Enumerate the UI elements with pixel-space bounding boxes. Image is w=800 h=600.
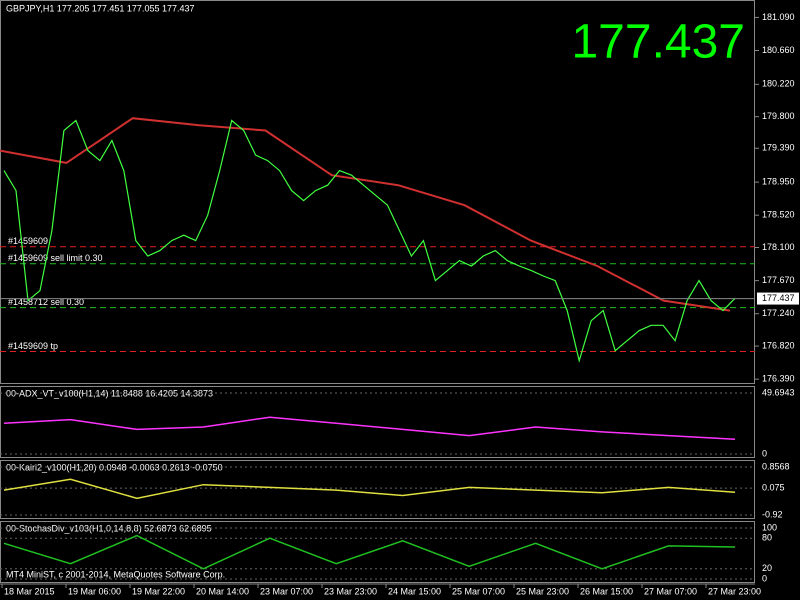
current-price-label: 177.437 bbox=[762, 293, 795, 303]
price-label: 179.390 bbox=[762, 143, 795, 153]
indicator-line bbox=[3, 534, 736, 570]
price-label: 180.220 bbox=[762, 79, 795, 89]
pane-tick-label: 0.8568 bbox=[762, 461, 790, 471]
price-label: 180.660 bbox=[762, 45, 795, 55]
pane-tick-label: -0.92 bbox=[762, 509, 783, 519]
pane-tick-label: 20 bbox=[762, 563, 772, 573]
pane-tick-label: 80 bbox=[762, 533, 772, 543]
pane-frame bbox=[0, 521, 755, 583]
order-label: #1459609 tp bbox=[8, 341, 58, 351]
header: GBPJPY,H1 177.205 177.451 177.055 177.43… bbox=[6, 3, 195, 13]
x-label: 27 Mar 23:00 bbox=[708, 586, 761, 596]
footer: MT4 MiniST, c 2001-2014, MetaQuotes Soft… bbox=[6, 569, 225, 579]
x-label: 18 Mar 2015 bbox=[4, 586, 55, 596]
x-label: 26 Mar 15:00 bbox=[580, 586, 633, 596]
price-label: 177.670 bbox=[762, 275, 795, 285]
order-label: #1458712 sell 0.30 bbox=[8, 297, 84, 307]
price-label: 178.520 bbox=[762, 210, 795, 220]
price-label: 181.090 bbox=[762, 12, 795, 22]
order-label: #1459609 bbox=[8, 236, 48, 246]
pane-label: 00-StochasDiv_v103(H1,0,14,8,8) 52.6873 … bbox=[6, 523, 212, 533]
current-price-box bbox=[757, 292, 799, 305]
x-label: 23 Mar 23:00 bbox=[324, 586, 377, 596]
price-line bbox=[3, 119, 736, 364]
pane-label: 00-ADX_VT_v100(H1,14) 11.8488 16.4205 14… bbox=[6, 388, 213, 398]
pane-tick-label: 0.075 bbox=[762, 482, 785, 492]
price-label: 177.240 bbox=[762, 308, 795, 318]
order-label: #1459609 sell limit 0.30 bbox=[8, 253, 103, 263]
x-label: 27 Mar 07:00 bbox=[644, 586, 697, 596]
x-label: 23 Mar 07:00 bbox=[260, 586, 313, 596]
price-label: 178.950 bbox=[762, 176, 795, 186]
pane-tick-label: 0 bbox=[762, 448, 767, 458]
indicator-line bbox=[3, 416, 736, 441]
x-label: 24 Mar 15:00 bbox=[388, 586, 441, 596]
pane-tick-label: 0 bbox=[762, 573, 767, 583]
pane-tick-label: 100 bbox=[762, 522, 777, 532]
moving-average bbox=[0, 117, 731, 312]
price-label: 176.390 bbox=[762, 374, 795, 384]
x-label: 19 Mar 22:00 bbox=[132, 586, 185, 596]
price-label: 179.800 bbox=[762, 111, 795, 121]
x-label: 25 Mar 23:00 bbox=[516, 586, 569, 596]
big-price: 177.437 bbox=[571, 16, 745, 69]
pane-tick-label: 49.6943 bbox=[762, 387, 795, 397]
pane-frame bbox=[0, 460, 755, 519]
indicator-line bbox=[3, 478, 736, 500]
x-label: 25 Mar 07:00 bbox=[452, 586, 505, 596]
x-label: 20 Mar 14:00 bbox=[196, 586, 249, 596]
price-label: 178.100 bbox=[762, 242, 795, 252]
pane-frame bbox=[0, 386, 755, 458]
pane-label: 00-Kairi2_v100(H1,20) 0.0948 -0.0063 0.2… bbox=[6, 462, 223, 472]
price-label: 176.820 bbox=[762, 340, 795, 350]
main-frame bbox=[0, 0, 755, 384]
x-label: 19 Mar 06:00 bbox=[68, 586, 121, 596]
